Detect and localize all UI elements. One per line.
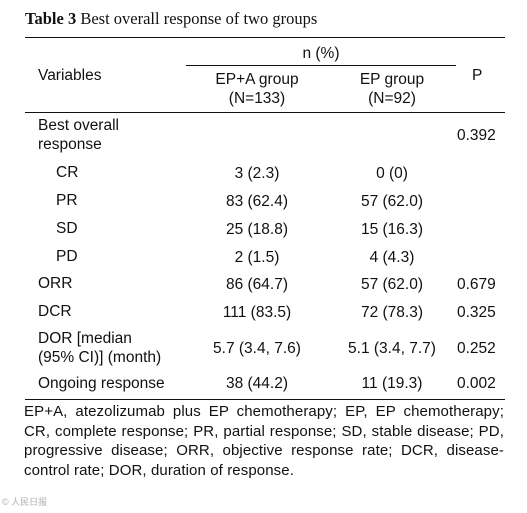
row-label: CR [56,164,79,181]
watermark: © 人民日报 [2,497,48,507]
row-label-line2: response [38,136,102,153]
header-group1-n: (N=133) [228,90,286,107]
top-rule [25,37,505,38]
row-p-value: 0.252 [457,340,496,357]
bottom-rule [25,399,505,400]
row-group2-value: 11 (19.3) [361,375,423,392]
row-group1-value: 83 (62.4) [225,193,289,210]
table-footnote: EP+A, atezolizumab plus EP chemotherapy;… [24,403,504,479]
row-p-value: 0.392 [457,127,496,144]
header-group1-name: EP+A group [215,71,299,88]
group-header-rule [186,65,456,66]
row-group1-value: 5.7 (3.4, 7.6) [213,340,301,357]
row-group1-value: 111 (83.5) [222,304,292,321]
row-label: Ongoing response [38,375,165,392]
row-label-line2: (95% CI)] (month) [38,349,162,366]
header-group2-name: EP group [359,71,425,88]
row-label: PR [56,192,78,209]
header-bottom-rule [25,112,505,113]
header-n-percent: n (%) [302,45,340,62]
row-group1-value: 38 (44.2) [225,375,289,392]
row-p-value: 0.325 [457,304,496,321]
row-group2-value: 0 (0) [376,165,408,182]
table-label: Table 3 [25,9,77,28]
header-variables: Variables [38,67,102,84]
table-title: Best overall response of two groups [80,9,318,28]
row-group2-value: 72 (78.3) [360,304,424,321]
row-group1-value: 2 (1.5) [234,249,280,266]
row-group2-value: 57 (62.0) [360,193,424,210]
header-p: P [472,67,483,84]
row-p-value: 0.002 [457,375,496,392]
row-group2-value: 57 (62.0) [360,276,424,293]
row-label: DCR [38,303,72,320]
row-label-line1: Best overall [38,117,119,134]
row-group2-value: 15 (16.3) [360,221,424,238]
row-p-value: 0.679 [457,276,496,293]
row-group1-value: 86 (64.7) [225,276,289,293]
row-label: SD [56,220,78,237]
row-label: ORR [38,275,73,292]
row-group1-value: 25 (18.8) [225,221,289,238]
row-label-line1: DOR [median [38,330,132,347]
row-group2-value: 4 (4.3) [369,249,415,266]
row-label: PD [56,248,78,265]
row-group1-value: 3 (2.3) [234,165,280,182]
header-group2-n: (N=92) [368,90,416,107]
table-caption: Table 3 Best overall response of two gro… [25,9,317,29]
row-group2-value: 5.1 (3.4, 7.7) [348,340,436,357]
